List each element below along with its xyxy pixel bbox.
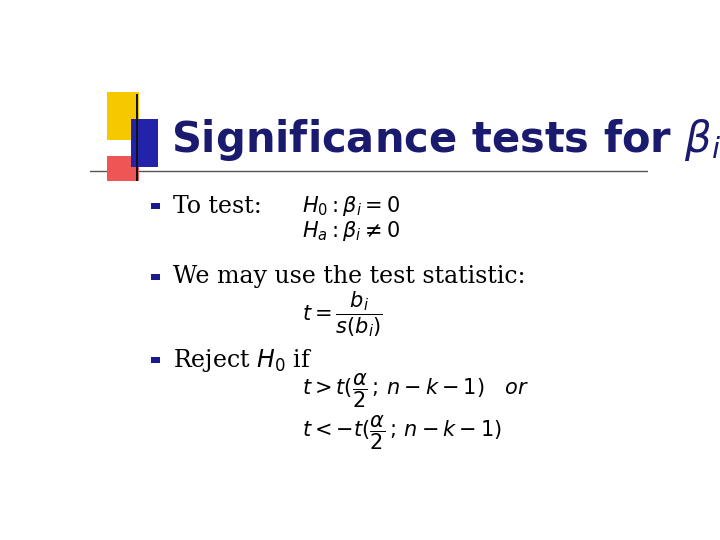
Bar — [136, 94, 138, 181]
Text: $H_0 : \beta_i = 0$: $H_0 : \beta_i = 0$ — [302, 194, 400, 218]
Bar — [131, 119, 158, 167]
Bar — [151, 203, 161, 210]
Bar — [151, 274, 161, 280]
Text: $H_a : \beta_i \neq 0$: $H_a : \beta_i \neq 0$ — [302, 219, 400, 243]
Text: $t = \dfrac{b_i}{s(b_i)}$: $t = \dfrac{b_i}{s(b_i)}$ — [302, 289, 383, 339]
Text: To test:: To test: — [173, 195, 261, 218]
Text: Significance tests for $\beta_i$: Significance tests for $\beta_i$ — [171, 117, 720, 163]
Text: We may use the test statistic:: We may use the test statistic: — [173, 265, 525, 288]
Bar — [107, 156, 139, 181]
Text: $t > t(\dfrac{\alpha}{2}\,;\,n-k-1)\quad or$: $t > t(\dfrac{\alpha}{2}\,;\,n-k-1)\quad… — [302, 372, 529, 410]
Text: Reject $H_0$ if: Reject $H_0$ if — [173, 347, 312, 374]
Bar — [107, 92, 139, 140]
Text: $t < -t(\dfrac{\alpha}{2}\,;\,n-k-1)$: $t < -t(\dfrac{\alpha}{2}\,;\,n-k-1)$ — [302, 414, 502, 452]
Bar — [151, 357, 161, 363]
